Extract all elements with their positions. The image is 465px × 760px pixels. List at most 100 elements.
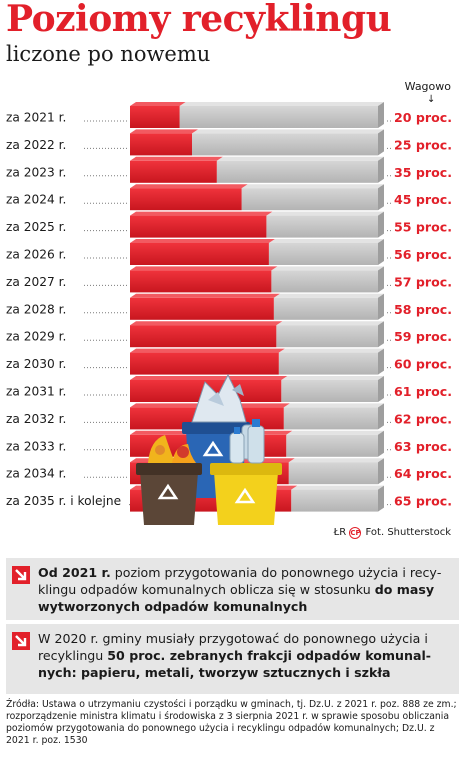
bar-remainder: [286, 434, 378, 457]
category-label: za 2030 r.: [6, 357, 66, 371]
info-box-2020: W 2020 r. gminy musiały przygotować do p…: [6, 624, 459, 694]
bar-remainder-top: [273, 293, 384, 298]
category-label: za 2035 r. i kolejne: [6, 494, 121, 508]
bar-remainder: [273, 297, 378, 320]
recycling-bar-chart: za 2021 r. 20 proc. za 2022 r. 25 proc. za 2…: [6, 102, 452, 525]
bar-remainder-top: [281, 376, 384, 380]
category-label: za 2033 r.: [6, 439, 66, 453]
bar-remainder-top: [266, 211, 384, 216]
bar-remainder: [179, 106, 378, 128]
value-label: 56 proc.: [394, 247, 452, 262]
value-label: 64 proc.: [394, 466, 452, 481]
bar-remainder-top: [291, 485, 384, 490]
bar-fill: [130, 106, 180, 128]
value-label: 62 proc.: [394, 411, 452, 426]
bar-fill-top: [130, 211, 273, 216]
bar-remainder: [278, 352, 378, 375]
category-label: za 2022 r.: [6, 138, 66, 152]
photo-credit: ŁR CP Fot. Shutterstock: [334, 527, 451, 539]
bar-side: [378, 211, 384, 238]
page-title: Poziomy recyklingu: [6, 0, 392, 40]
bar-fill-top: [130, 239, 275, 243]
bar-remainder: [241, 188, 378, 211]
bar-side: [378, 102, 384, 128]
bar-remainder: [271, 270, 378, 293]
category-label: za 2034 r.: [6, 467, 66, 481]
bar-fill: [130, 133, 192, 156]
bar-remainder: [216, 160, 378, 183]
bar-fill-top: [130, 348, 285, 353]
arrow-down-right-icon: [12, 566, 30, 584]
category-label: za 2028 r.: [6, 302, 66, 316]
category-label: za 2021 r.: [6, 111, 66, 125]
bar-remainder-top: [271, 266, 384, 271]
category-label: za 2026 r.: [6, 248, 66, 262]
bar-side: [378, 430, 384, 457]
category-label: za 2024 r.: [6, 193, 66, 207]
bar-side: [378, 348, 384, 375]
bar-remainder: [268, 243, 378, 265]
arrow-down-right-icon: [12, 632, 30, 650]
info-box-2021-text: Od 2021 r. poziom przygotowania do ponow…: [38, 565, 442, 614]
bar-fill-top: [130, 102, 186, 106]
bar-fill-top: [130, 266, 278, 271]
bar-remainder: [291, 489, 378, 512]
bar-side: [378, 184, 384, 211]
bar-side: [378, 403, 384, 430]
category-label: za 2031 r.: [6, 385, 66, 399]
bar-fill: [130, 297, 274, 320]
bar-remainder: [283, 407, 378, 430]
bar-side: [378, 458, 384, 485]
credit-photo: Fot. Shutterstock: [365, 527, 451, 538]
bar-side: [378, 266, 384, 293]
bar-fill-top: [130, 156, 223, 161]
bar-remainder-top: [268, 239, 384, 243]
bar-fill: [130, 325, 277, 348]
bar-remainder-top: [241, 184, 384, 189]
credit-logo: ŁR: [333, 527, 347, 538]
bar-fill-top: [130, 376, 288, 380]
sources-footnote: Źródła: Ustawa o utrzymaniu czystości i …: [6, 699, 457, 746]
bar-side: [378, 239, 384, 265]
value-label: 20 proc.: [394, 110, 452, 125]
category-label: za 2025 r.: [6, 220, 66, 234]
bar-remainder: [192, 133, 378, 156]
bar-side: [378, 485, 384, 512]
bar-side: [378, 321, 384, 348]
bar-fill: [130, 352, 279, 375]
down-arrow-icon: ↓: [427, 94, 436, 105]
value-label: 57 proc.: [394, 274, 452, 289]
category-label: za 2032 r.: [6, 412, 66, 426]
value-label: 35 proc.: [394, 165, 452, 180]
category-label: za 2027 r.: [6, 275, 66, 289]
bar-side: [378, 293, 384, 320]
bar-fill: [130, 243, 269, 265]
bar-side: [378, 129, 384, 156]
value-label: 25 proc.: [394, 137, 452, 152]
yellow-bin-icon: [210, 419, 282, 525]
bar-fill: [130, 270, 272, 293]
brown-bin-icon: [136, 435, 202, 525]
category-label: za 2029 r.: [6, 330, 66, 344]
bar-remainder-top: [288, 458, 384, 463]
value-label: 63 proc.: [394, 439, 452, 454]
value-label: 65 proc.: [394, 494, 452, 509]
bar-remainder-top: [276, 321, 384, 326]
recycling-bins-illustration: [136, 373, 282, 525]
bar-remainder-top: [192, 129, 384, 134]
bar-fill-top: [130, 293, 280, 298]
value-label: 58 proc.: [394, 302, 452, 317]
bar-remainder-top: [216, 156, 384, 161]
bar-remainder: [266, 215, 378, 238]
bar-fill: [130, 160, 217, 183]
bar-remainder: [276, 325, 378, 348]
value-label: 61 proc.: [394, 384, 452, 399]
bar-remainder-top: [283, 403, 384, 408]
bar-fill-top: [130, 321, 283, 326]
bar-fill-top: [130, 184, 248, 189]
page-subtitle: liczone po nowemu: [6, 42, 211, 66]
bar-fill-top: [130, 129, 198, 134]
column-head-label: Wagowo: [404, 80, 451, 93]
bar-remainder-top: [179, 102, 384, 106]
value-label: 45 proc.: [394, 192, 452, 207]
